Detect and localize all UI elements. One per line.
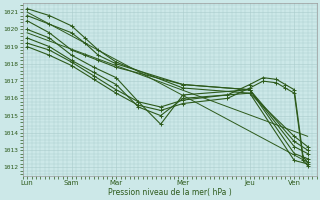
- X-axis label: Pression niveau de la mer( hPa ): Pression niveau de la mer( hPa ): [108, 188, 231, 197]
